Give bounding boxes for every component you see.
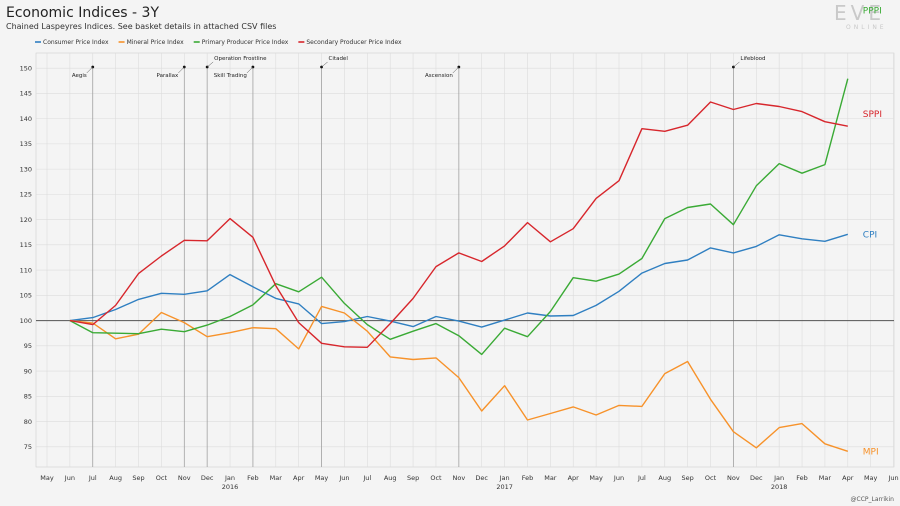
annotation-label: Skill Trading bbox=[214, 73, 247, 79]
x-year-label: 2016 bbox=[222, 483, 239, 491]
x-tick-label: Dec bbox=[475, 474, 488, 482]
x-tick-label: Sep bbox=[682, 474, 694, 482]
plot-frame bbox=[35, 52, 895, 468]
series-end-label: MPI bbox=[863, 447, 879, 457]
series-end-labels: CPI MPI PPPI SPPI bbox=[863, 7, 882, 458]
annotation-label: Ascension bbox=[425, 73, 453, 79]
annotation-leader bbox=[86, 66, 93, 74]
x-tick-label: Jun bbox=[64, 474, 75, 482]
author-credit: @CCP_Larrikin bbox=[851, 496, 895, 503]
annotation-label: Lifeblood bbox=[740, 56, 765, 62]
x-tick-label: Jul bbox=[637, 474, 646, 482]
annotation-leader bbox=[246, 66, 254, 74]
legend: Consumer Price Index Mineral Price Index P… bbox=[35, 39, 402, 46]
annotation-label: Citadel bbox=[329, 56, 349, 62]
y-tick-label: 125 bbox=[20, 191, 32, 199]
legend-label: Primary Producer Price Index bbox=[202, 39, 289, 46]
annotation-leader bbox=[321, 61, 328, 68]
x-tick-label: May bbox=[40, 474, 54, 482]
x-tick-label: Mar bbox=[270, 474, 283, 482]
series-lines bbox=[69, 78, 849, 452]
y-tick-label: 105 bbox=[20, 292, 32, 300]
chart-subtitle: Chained Laspeyres Indices. See basket de… bbox=[6, 22, 276, 31]
x-tick-label: Apr bbox=[568, 474, 580, 482]
annotation-leader bbox=[206, 61, 214, 68]
eve-logo-subtitle: ONLINE bbox=[846, 24, 887, 31]
x-tick-label: Jun bbox=[887, 474, 898, 482]
series-end-label: PPPI bbox=[863, 7, 882, 17]
x-tick-label: Dec bbox=[201, 474, 214, 482]
series-line bbox=[69, 78, 849, 356]
annotation-label: Parallax bbox=[157, 73, 179, 79]
y-tick-label: 120 bbox=[20, 216, 32, 224]
y-axis: 75 80 85 90 95 100 105 110 115 120 125 130 135 140 145… bbox=[20, 64, 32, 451]
x-tick-label: Feb bbox=[522, 474, 534, 482]
x-tick-label: Oct bbox=[430, 474, 442, 482]
legend-label: Mineral Price Index bbox=[127, 39, 185, 46]
x-tick-label: Dec bbox=[750, 474, 763, 482]
x-tick-label: Jun bbox=[338, 474, 349, 482]
x-tick-label: May bbox=[864, 474, 878, 482]
y-tick-label: 90 bbox=[24, 367, 32, 375]
x-tick-label: Jan bbox=[499, 474, 510, 482]
x-tick-label: Jun bbox=[613, 474, 624, 482]
annotation-leader bbox=[452, 66, 460, 74]
y-tick-label: 100 bbox=[20, 317, 32, 325]
x-tick-label: Oct bbox=[156, 474, 168, 482]
y-tick-label: 115 bbox=[20, 241, 32, 249]
y-tick-label: 80 bbox=[24, 418, 32, 426]
series-line bbox=[69, 101, 848, 348]
x-tick-label: Sep bbox=[132, 474, 144, 482]
y-tick-label: 150 bbox=[20, 64, 32, 72]
y-tick-label: 130 bbox=[20, 165, 32, 173]
annotation-leader bbox=[178, 66, 185, 74]
x-tick-label: May bbox=[315, 474, 329, 482]
x-tick-label: Jul bbox=[88, 474, 97, 482]
x-tick-label: Apr bbox=[842, 474, 854, 482]
x-tick-label: Nov bbox=[727, 474, 740, 482]
x-tick-label: Aug bbox=[384, 474, 397, 482]
x-tick-label: Feb bbox=[247, 474, 259, 482]
x-tick-label: Oct bbox=[705, 474, 717, 482]
x-tick-label: Aug bbox=[658, 474, 671, 482]
x-tick-label: Jul bbox=[362, 474, 371, 482]
grid bbox=[35, 52, 895, 468]
x-tick-label: Apr bbox=[293, 474, 305, 482]
y-tick-label: 85 bbox=[24, 393, 32, 401]
eve-logo: EVE bbox=[834, 1, 885, 25]
x-tick-label: Jan bbox=[773, 474, 784, 482]
x-tick-label: Aug bbox=[109, 474, 122, 482]
x-tick-label: Feb bbox=[796, 474, 808, 482]
x-year-label: 2018 bbox=[771, 483, 788, 491]
x-tick-label: Nov bbox=[452, 474, 465, 482]
y-tick-label: 140 bbox=[20, 115, 32, 123]
series-end-label: CPI bbox=[863, 230, 877, 240]
annotation-label: Operation Frostline bbox=[214, 56, 267, 62]
y-tick-label: 135 bbox=[20, 140, 32, 148]
series-line bbox=[69, 233, 849, 328]
x-axis: May Jun Jul Aug Sep Oct Nov Dec Jan Feb Mar Apr May J… bbox=[40, 474, 898, 491]
series-line bbox=[69, 305, 849, 452]
x-tick-label: May bbox=[589, 474, 603, 482]
y-tick-label: 95 bbox=[24, 342, 32, 350]
annotation-leader bbox=[733, 61, 740, 68]
x-tick-label: Jan bbox=[224, 474, 235, 482]
chart-title: Economic Indices - 3Y bbox=[6, 5, 159, 21]
x-year-label: 2017 bbox=[496, 483, 513, 491]
series-end-label: SPPI bbox=[863, 110, 882, 120]
y-tick-label: 110 bbox=[20, 266, 32, 274]
legend-label: Secondary Producer Price Index bbox=[306, 39, 402, 46]
x-tick-label: Mar bbox=[544, 474, 557, 482]
x-tick-label: Nov bbox=[178, 474, 191, 482]
annotation-label: Aegis bbox=[72, 73, 87, 79]
x-tick-label: Mar bbox=[819, 474, 832, 482]
release-annotations: Aegis Parallax Operation Frostline Skill Tr… bbox=[72, 56, 766, 467]
y-tick-label: 145 bbox=[20, 90, 32, 98]
legend-label: Consumer Price Index bbox=[43, 39, 109, 46]
x-tick-label: Sep bbox=[407, 474, 419, 482]
y-tick-label: 75 bbox=[24, 443, 32, 451]
